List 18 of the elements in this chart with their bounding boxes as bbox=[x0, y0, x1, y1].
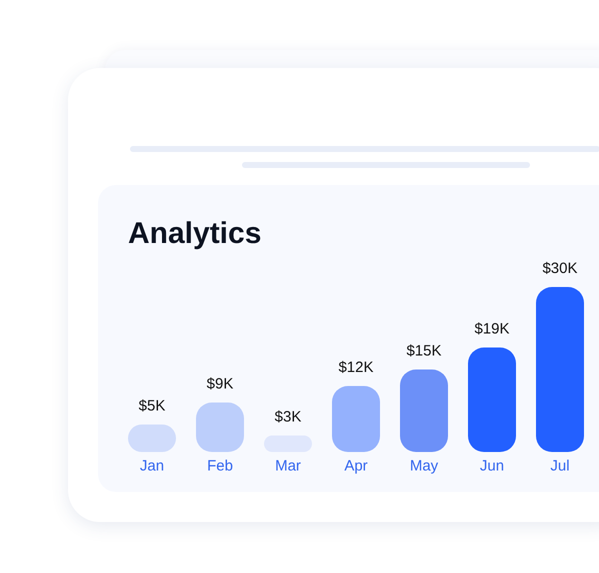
data-label: $15K bbox=[406, 342, 442, 360]
bar bbox=[536, 287, 584, 452]
x-tick-label: Jan bbox=[140, 458, 164, 475]
data-label: $12K bbox=[338, 359, 374, 376]
bar bbox=[400, 370, 448, 452]
x-tick-label: Mar bbox=[275, 458, 301, 475]
data-label: $30K bbox=[542, 260, 578, 277]
x-tick-label: Apr bbox=[344, 458, 368, 475]
data-label: $3K bbox=[274, 408, 302, 426]
x-tick-label: May bbox=[410, 458, 439, 475]
x-tick-label: Jul bbox=[550, 458, 570, 475]
x-tick-label: Feb bbox=[207, 458, 233, 475]
bar bbox=[468, 348, 516, 452]
data-label: $19K bbox=[474, 320, 510, 338]
data-label: $9K bbox=[206, 376, 234, 392]
x-tick-label: Jun bbox=[480, 458, 504, 475]
data-label: $5K bbox=[138, 398, 166, 414]
chart-title: Analytics bbox=[128, 217, 262, 251]
